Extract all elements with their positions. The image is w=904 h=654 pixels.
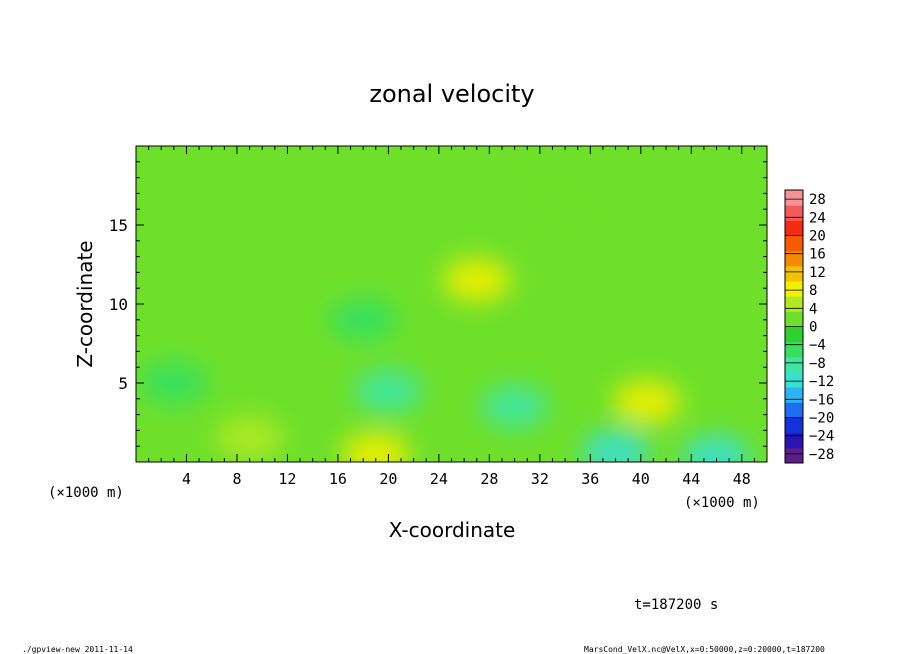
colorbar-segment <box>785 417 803 434</box>
x-tick-label: 40 <box>632 470 650 488</box>
field-feature-3 <box>215 416 284 461</box>
colorbar-label: 4 <box>809 301 817 317</box>
colorbar: 28 24 20 16 12 8 4 0 −4 −8 −12 −16 −20 −24 −28 <box>784 189 834 464</box>
x-unit-left: (×1000 m) <box>48 485 124 501</box>
field-feature-4 <box>480 384 549 429</box>
colorbar-segment <box>785 387 803 403</box>
colorbar-segment <box>785 402 803 418</box>
field-feature-6 <box>329 297 398 342</box>
field-feature-9 <box>139 361 208 405</box>
x-tick-label: 32 <box>531 470 549 488</box>
colorbar-label: −20 <box>809 411 834 427</box>
chart-title: zonal velocity <box>369 80 534 108</box>
colorbar-label: −28 <box>809 447 834 463</box>
x-axis: 4 8 12 16 20 24 28 32 36 40 44 48 <box>148 146 755 488</box>
colorbar-segment <box>785 432 803 449</box>
colorbar-segment <box>785 265 803 282</box>
x-unit-right: (×1000 m) <box>684 495 760 511</box>
colorbar-label: −8 <box>809 356 826 372</box>
y-axis-label: Z-coordinate <box>73 240 97 367</box>
colorbar-segment <box>785 296 803 312</box>
x-tick-label: 16 <box>329 470 347 488</box>
colorbar-label: 20 <box>809 229 826 245</box>
x-tick-label: 36 <box>581 470 599 488</box>
field-feature-2 <box>341 432 410 462</box>
colorbar-label: −4 <box>809 338 826 354</box>
footer-left: ./gpview-new 2011-11-14 <box>22 645 133 654</box>
field-feature-1 <box>613 379 682 424</box>
colorbar-label: 24 <box>809 210 826 226</box>
x-tick-label: 12 <box>278 470 296 488</box>
x-tick-label: 8 <box>232 470 241 488</box>
colorbar-segment <box>785 205 803 221</box>
colorbar-label: −16 <box>809 392 834 408</box>
colorbar-label: 28 <box>809 192 826 208</box>
colorbar-label: 8 <box>809 283 817 299</box>
field-feature-8 <box>682 435 751 462</box>
x-tick-label: 24 <box>430 470 448 488</box>
velocity-field <box>136 146 767 462</box>
footer-right: MarsCond_VelX.nc@VelX,x=0:50000,z=0:2000… <box>584 645 825 654</box>
x-tick-label: 44 <box>682 470 700 488</box>
colorbar-segment <box>785 235 803 252</box>
colorbar-segment <box>785 447 803 464</box>
x-tick-label: 48 <box>733 470 751 488</box>
colorbar-segment <box>785 372 803 388</box>
colorbar-label: −24 <box>809 429 834 445</box>
field-feature-0 <box>442 258 511 303</box>
colorbar-segment <box>785 220 803 236</box>
colorbar-segment <box>785 356 803 373</box>
y-axis: 5 10 15 <box>109 161 767 447</box>
colorbar-label: 0 <box>809 320 817 336</box>
x-tick-label: 28 <box>480 470 498 488</box>
colorbar-segment <box>785 326 803 343</box>
colorbar-label: 16 <box>809 247 826 263</box>
colorbar-segment <box>785 190 803 206</box>
colorbar-segment <box>785 311 803 327</box>
colorbar-label: −12 <box>809 374 834 390</box>
colorbar-segment <box>785 281 803 297</box>
x-axis-label: X-coordinate <box>389 518 516 542</box>
field-feature-5 <box>354 368 423 413</box>
y-tick-label: 15 <box>109 216 128 235</box>
x-tick-label: 4 <box>182 470 191 488</box>
colorbar-segment <box>785 250 803 267</box>
y-tick-label: 5 <box>118 374 128 393</box>
y-tick-label: 10 <box>109 295 128 314</box>
x-tick-label: 20 <box>379 470 397 488</box>
time-label: t=187200 s <box>634 597 718 613</box>
colorbar-segment <box>785 341 803 358</box>
field-feature-7 <box>581 430 650 462</box>
colorbar-label: 12 <box>809 265 826 281</box>
field-feature-10 <box>518 171 587 216</box>
